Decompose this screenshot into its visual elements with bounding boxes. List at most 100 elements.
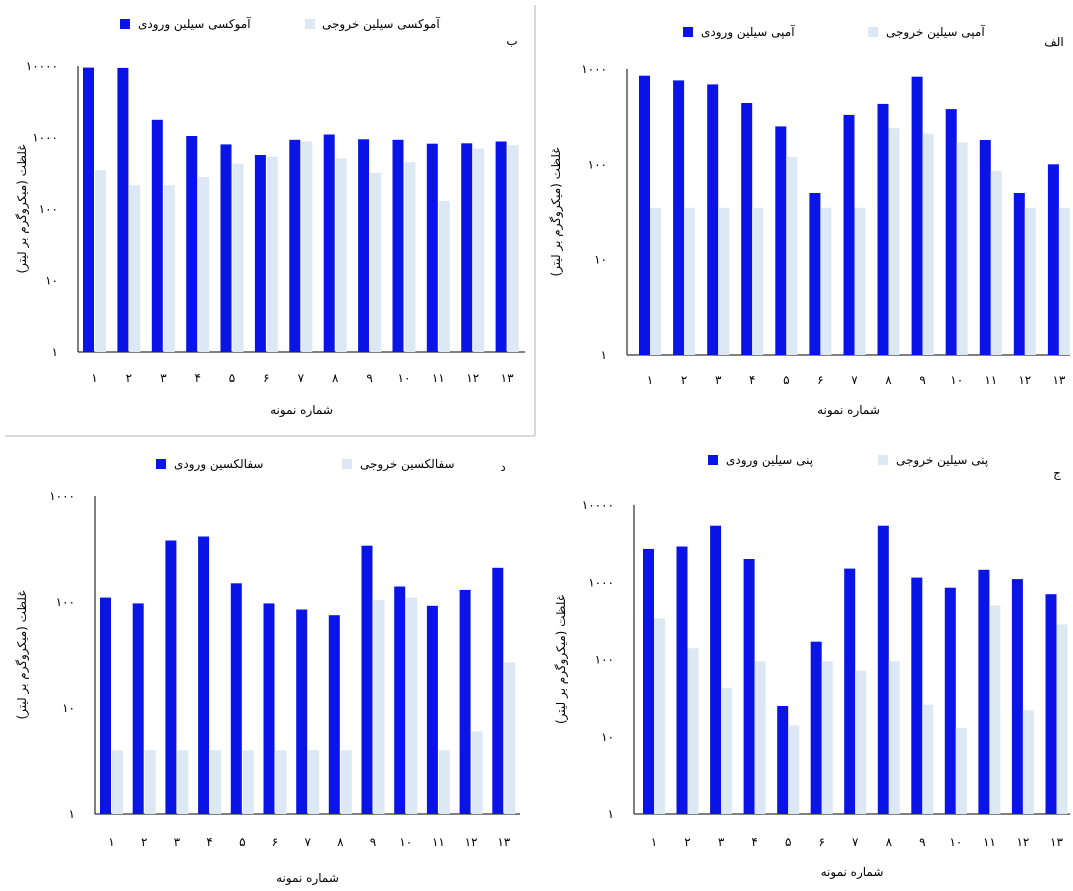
x-tick-label: ۲ — [126, 371, 132, 385]
bar-inflow — [263, 603, 275, 814]
bar-outflow — [232, 163, 244, 352]
bar-inflow — [1013, 193, 1025, 355]
bar-outflow — [438, 200, 450, 352]
bar-inflow — [492, 567, 504, 814]
bar-inflow — [198, 536, 210, 814]
bar-outflow — [507, 145, 519, 352]
bar-outflow — [129, 185, 141, 352]
bar-outflow — [266, 156, 278, 352]
bar-outflow — [990, 171, 1002, 355]
bar-outflow — [718, 207, 730, 355]
legend-label-inflow: آموکسی سیلین ورودی — [138, 16, 251, 32]
bar-inflow — [643, 548, 654, 814]
bar-inflow — [83, 67, 94, 352]
legend-label-outflow: پنی سیلین خروجی — [896, 453, 988, 468]
x-tick-label: ۶ — [818, 835, 824, 849]
x-tick-label: ۵ — [783, 373, 789, 387]
bar-outflow — [1024, 207, 1036, 355]
legend-label-outflow: آموکسی سیلین خروجی — [322, 16, 440, 32]
bar-inflow — [1047, 164, 1059, 355]
y-tick-label: ۱ — [69, 807, 75, 821]
bar-outflow — [370, 172, 382, 352]
legend-swatch-inflow — [156, 459, 166, 469]
x-tick-label: ۱۲ — [1016, 835, 1029, 849]
x-tick-label: ۴ — [206, 835, 212, 849]
bar-inflow — [296, 609, 308, 814]
x-tick-label: ۶ — [817, 373, 823, 387]
bar-inflow — [323, 134, 335, 352]
bar-inflow — [220, 144, 232, 352]
bar-outflow — [144, 750, 156, 814]
bar-inflow — [1011, 579, 1023, 814]
x-tick-label: ۸ — [886, 835, 893, 849]
x-tick-label: ۷ — [851, 373, 858, 387]
bar-outflow — [888, 128, 900, 355]
x-tick-label: ۵ — [239, 835, 245, 849]
bar-outflow — [752, 207, 764, 355]
bar-outflow — [956, 142, 968, 355]
bar-outflow — [650, 207, 661, 355]
legend-swatch-outflow — [305, 19, 315, 29]
bar-outflow — [821, 661, 833, 814]
bar-outflow — [163, 185, 175, 352]
bar-outflow — [404, 162, 416, 352]
bar-inflow — [426, 605, 438, 814]
y-axis-title: غلظت (میکروگرم بر لیتر) — [15, 144, 30, 273]
bar-outflow — [955, 727, 967, 814]
bar-outflow — [1056, 624, 1068, 814]
bar-inflow — [230, 583, 242, 814]
legend-swatch-outflow — [868, 27, 878, 37]
bar-outflow — [275, 750, 287, 814]
bar-inflow — [100, 597, 111, 814]
x-tick-label: ۱۱ — [432, 835, 445, 849]
x-axis-title: شماره نمونه — [817, 403, 880, 418]
bar-inflow — [877, 103, 889, 356]
bar-outflow — [308, 750, 320, 814]
bar-inflow — [254, 155, 266, 352]
bar-outflow — [888, 661, 900, 814]
bar-outflow — [684, 207, 696, 355]
x-tick-label: ۳ — [174, 835, 181, 849]
x-tick-label: ۴ — [751, 835, 757, 849]
bar-inflow — [809, 193, 821, 355]
bar-outflow — [654, 618, 665, 814]
bar-inflow — [459, 589, 471, 814]
x-tick-label: ۲ — [681, 373, 687, 387]
x-tick-label: ۹ — [919, 373, 925, 387]
bar-outflow — [687, 648, 699, 814]
y-tick-label: ۱۰۰۰ — [32, 131, 58, 145]
bar-inflow — [328, 615, 340, 814]
bar-outflow — [471, 731, 483, 814]
bar-outflow — [922, 704, 934, 814]
bar-inflow — [710, 525, 722, 814]
bar-inflow — [1045, 594, 1057, 814]
bar-inflow — [165, 540, 177, 814]
x-tick-label: ۷ — [304, 835, 311, 849]
bar-outflow — [95, 170, 106, 352]
bar-inflow — [639, 75, 650, 355]
y-tick-label: ۱۰۰۰ — [49, 489, 75, 503]
x-tick-label: ۹ — [919, 835, 925, 849]
bar-inflow — [673, 80, 685, 356]
x-tick-label: ۱۰ — [950, 373, 963, 387]
bar-inflow — [844, 568, 856, 814]
x-tick-label: ۱۲ — [466, 371, 479, 385]
y-tick-label: ۱ — [52, 345, 58, 359]
bar-inflow — [843, 114, 855, 356]
legend-label-inflow: آمپی سیلین ورودی — [701, 24, 795, 40]
bar-outflow — [989, 605, 1001, 814]
bar-outflow — [721, 687, 733, 814]
panel-label: الف — [1044, 35, 1063, 49]
bar-inflow — [911, 76, 923, 355]
y-tick-label: ۱ — [601, 348, 607, 362]
x-tick-label: ۳ — [718, 835, 725, 849]
y-tick-label: ۱۰۰ — [595, 653, 614, 667]
bar-inflow — [461, 143, 473, 352]
x-tick-label: ۸ — [337, 835, 344, 849]
x-tick-label: ۱۲ — [465, 835, 478, 849]
bar-outflow — [438, 750, 450, 814]
